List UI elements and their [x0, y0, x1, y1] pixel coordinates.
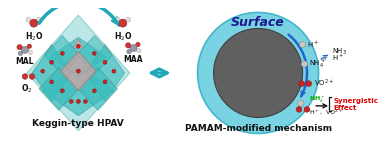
- Text: Keggin-type HPAV: Keggin-type HPAV: [33, 119, 124, 128]
- Circle shape: [301, 61, 307, 67]
- Text: Effect: Effect: [334, 105, 357, 111]
- Circle shape: [30, 19, 38, 27]
- Circle shape: [299, 81, 305, 86]
- Polygon shape: [27, 15, 130, 131]
- Circle shape: [18, 51, 23, 56]
- Circle shape: [22, 74, 28, 79]
- Circle shape: [103, 80, 107, 84]
- Circle shape: [296, 107, 302, 112]
- Circle shape: [115, 17, 120, 22]
- Circle shape: [50, 80, 54, 84]
- Circle shape: [119, 19, 127, 27]
- Circle shape: [299, 41, 306, 48]
- Circle shape: [37, 17, 42, 22]
- Circle shape: [29, 74, 35, 79]
- Circle shape: [125, 43, 131, 48]
- Circle shape: [76, 44, 80, 48]
- Polygon shape: [32, 45, 71, 101]
- Circle shape: [127, 49, 131, 54]
- Text: H$^+$: H$^+$: [332, 53, 344, 63]
- Circle shape: [103, 60, 107, 64]
- Circle shape: [60, 89, 64, 93]
- Text: H$^+$,  VO$^{2+}$: H$^+$, VO$^{2+}$: [309, 108, 343, 116]
- Circle shape: [214, 28, 302, 117]
- Polygon shape: [50, 37, 107, 77]
- Text: H$_2$O: H$_2$O: [25, 30, 43, 43]
- Circle shape: [297, 100, 304, 106]
- Circle shape: [130, 45, 137, 52]
- Circle shape: [69, 99, 73, 103]
- Circle shape: [125, 17, 131, 22]
- Polygon shape: [73, 39, 84, 48]
- Circle shape: [136, 48, 141, 53]
- Polygon shape: [60, 52, 96, 91]
- Circle shape: [76, 69, 80, 73]
- Circle shape: [92, 51, 96, 55]
- Polygon shape: [78, 68, 118, 110]
- Circle shape: [92, 89, 96, 93]
- Text: Surface: Surface: [231, 16, 285, 29]
- Circle shape: [22, 46, 28, 53]
- Text: NH$_4^+$: NH$_4^+$: [309, 94, 325, 105]
- Text: MAA: MAA: [124, 55, 143, 64]
- Circle shape: [50, 60, 54, 64]
- Polygon shape: [85, 45, 125, 101]
- Text: H$^+$: H$^+$: [307, 39, 319, 50]
- Text: VO$^{2+}$: VO$^{2+}$: [314, 78, 334, 89]
- Text: NH$_4^+$: NH$_4^+$: [309, 58, 326, 70]
- Circle shape: [306, 81, 311, 86]
- Circle shape: [112, 69, 116, 73]
- Circle shape: [26, 17, 31, 22]
- Polygon shape: [45, 36, 80, 75]
- Circle shape: [17, 45, 22, 50]
- Text: Synergistic: Synergistic: [334, 98, 378, 104]
- Text: MAL: MAL: [15, 57, 34, 66]
- Circle shape: [136, 42, 140, 47]
- Text: PAMAM-modified mechanism: PAMAM-modified mechanism: [184, 124, 332, 133]
- Text: H$_2$O: H$_2$O: [114, 30, 132, 43]
- Circle shape: [27, 44, 32, 48]
- Circle shape: [60, 51, 64, 55]
- Circle shape: [41, 69, 45, 73]
- Circle shape: [84, 99, 87, 103]
- Text: NH$_3$: NH$_3$: [332, 47, 347, 57]
- Circle shape: [28, 50, 33, 55]
- Circle shape: [76, 99, 80, 103]
- Text: O$_2$: O$_2$: [21, 83, 33, 95]
- Circle shape: [304, 107, 310, 112]
- Polygon shape: [76, 36, 112, 75]
- Polygon shape: [43, 66, 114, 116]
- Circle shape: [198, 12, 319, 133]
- Polygon shape: [39, 68, 78, 110]
